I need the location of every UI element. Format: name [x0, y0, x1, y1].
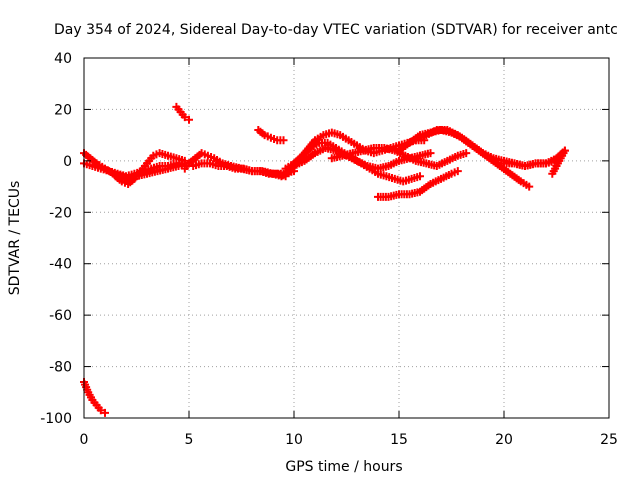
y-tick-label: -100	[40, 411, 72, 427]
series-arc-5	[172, 102, 193, 124]
data-point	[180, 113, 189, 122]
data-point	[279, 136, 288, 145]
series-arc-11	[290, 144, 435, 173]
series-arc-8	[254, 126, 288, 145]
x-axis-label: GPS time / hours	[285, 459, 402, 475]
data-point	[96, 406, 105, 415]
y-tick-label: 20	[54, 102, 72, 118]
y-tick-label: -80	[49, 360, 72, 376]
data-point	[426, 149, 435, 158]
data-point	[185, 115, 193, 124]
series-arc-12	[327, 144, 471, 170]
plot-frame	[83, 57, 610, 419]
x-tick-label: 5	[185, 432, 194, 448]
data-point	[453, 167, 462, 176]
x-tick-label: 25	[600, 432, 618, 448]
chart-title: Day 354 of 2024, Sidereal Day-to-day VTE…	[54, 22, 618, 38]
data-point	[525, 182, 534, 191]
x-tick-label: 10	[285, 432, 303, 448]
grid	[84, 58, 609, 418]
y-axis-label: SDTVAR / TECUs	[7, 181, 23, 296]
y-tick-label: 0	[63, 154, 72, 170]
data-point	[462, 149, 471, 158]
y-tick-label: 40	[54, 51, 72, 67]
y-tick-label: -20	[49, 205, 72, 221]
y-tick-label: -40	[49, 257, 72, 273]
x-tick-label: 15	[390, 432, 408, 448]
series-arc-13	[374, 167, 462, 201]
y-tick-label: -60	[49, 308, 72, 324]
x-tick-label: 20	[495, 432, 513, 448]
series-arc-17	[548, 146, 569, 178]
series-arc-4	[122, 159, 189, 183]
data-point	[101, 408, 109, 417]
data-point	[416, 172, 424, 181]
axis-ticks: 0 5 10 15 20 25 40 20 0 -20 -40 -60 -80 -100	[40, 51, 618, 448]
series-arc-16	[500, 156, 559, 170]
data-series	[80, 102, 569, 417]
series-arc-15	[411, 126, 534, 191]
data-point	[560, 146, 569, 155]
x-tick-label: 0	[80, 432, 89, 448]
